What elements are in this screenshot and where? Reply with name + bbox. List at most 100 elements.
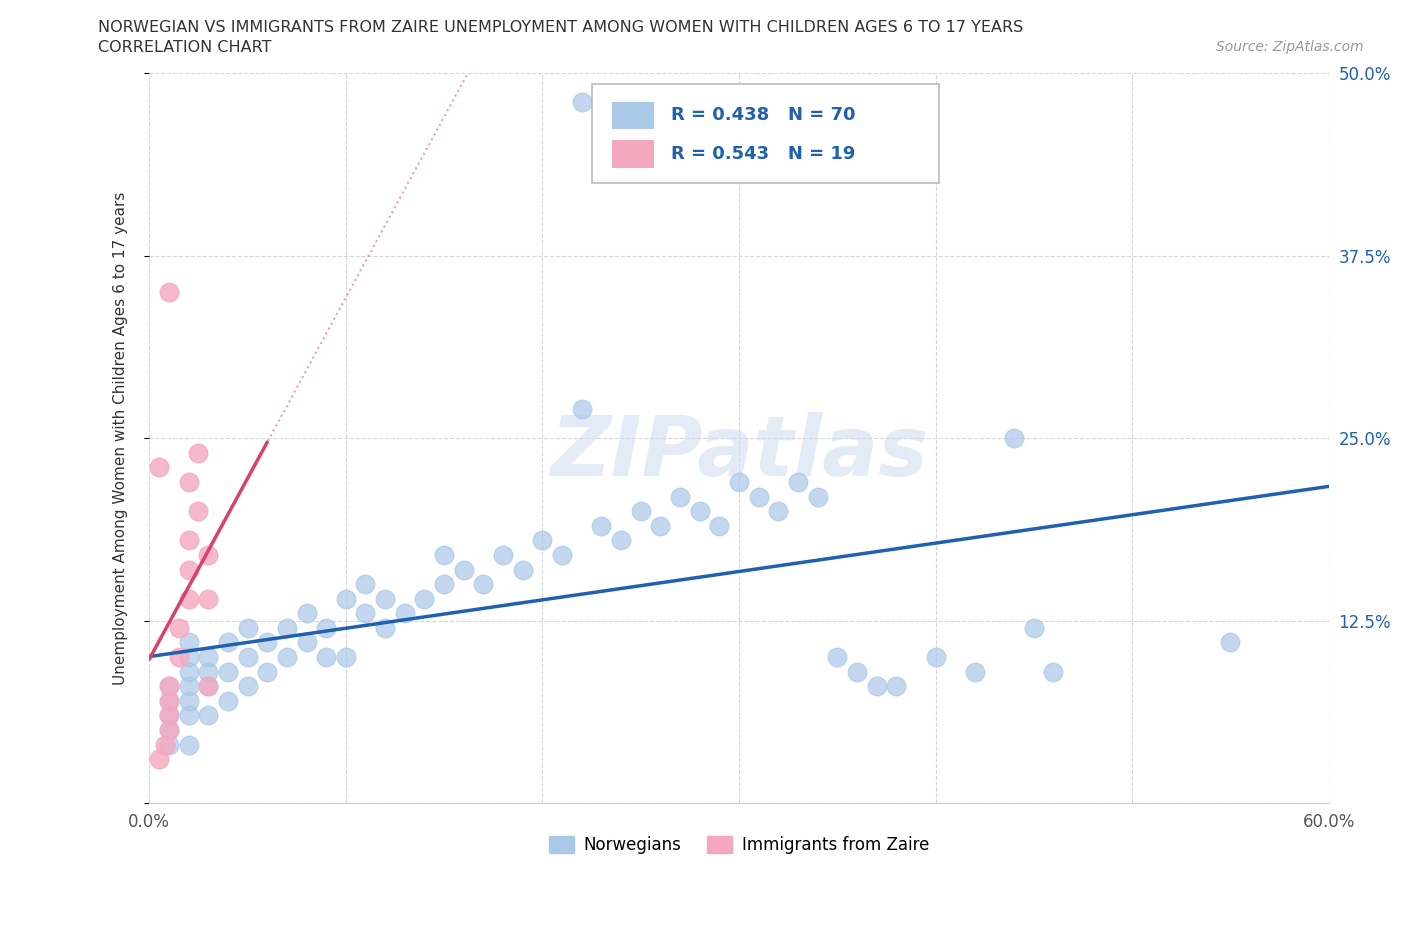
Point <box>492 548 515 563</box>
Point <box>187 445 209 460</box>
Point <box>1042 664 1064 679</box>
Point <box>315 620 337 635</box>
Point <box>551 548 574 563</box>
Point <box>374 591 396 606</box>
Point <box>610 533 633 548</box>
Point <box>167 620 190 635</box>
Point <box>157 694 180 709</box>
Point <box>845 664 868 679</box>
Point <box>197 708 219 723</box>
Text: R = 0.543   N = 19: R = 0.543 N = 19 <box>671 145 855 163</box>
Point <box>177 679 200 694</box>
Point <box>748 489 770 504</box>
Point <box>157 723 180 737</box>
Y-axis label: Unemployment Among Women with Children Ages 6 to 17 years: Unemployment Among Women with Children A… <box>114 192 128 684</box>
FancyBboxPatch shape <box>612 101 654 129</box>
Point <box>256 635 278 650</box>
Point <box>1022 620 1045 635</box>
Point <box>630 504 652 519</box>
Point <box>256 664 278 679</box>
Point <box>157 285 180 299</box>
Point <box>217 664 239 679</box>
Point <box>217 635 239 650</box>
Point <box>963 664 986 679</box>
Point <box>689 504 711 519</box>
Point <box>669 489 692 504</box>
Point <box>187 504 209 519</box>
Point <box>787 474 810 489</box>
Point <box>153 737 176 752</box>
Point <box>157 679 180 694</box>
Point <box>413 591 436 606</box>
Point <box>1219 635 1241 650</box>
Point <box>453 562 475 577</box>
Point <box>236 679 259 694</box>
Point <box>825 650 848 665</box>
Point <box>571 402 593 417</box>
Point <box>157 679 180 694</box>
Point <box>177 650 200 665</box>
Point <box>157 708 180 723</box>
Point <box>433 577 456 591</box>
Point <box>335 591 357 606</box>
Point <box>1002 431 1025 445</box>
Point <box>157 694 180 709</box>
FancyBboxPatch shape <box>592 84 939 182</box>
Point <box>197 679 219 694</box>
Point <box>177 562 200 577</box>
Point <box>177 737 200 752</box>
Point <box>295 635 318 650</box>
Point <box>197 679 219 694</box>
Point <box>650 518 672 533</box>
Legend: Norwegians, Immigrants from Zaire: Norwegians, Immigrants from Zaire <box>543 829 936 860</box>
Text: R = 0.438   N = 70: R = 0.438 N = 70 <box>671 107 855 125</box>
Point <box>884 679 907 694</box>
Text: CORRELATION CHART: CORRELATION CHART <box>98 40 271 55</box>
Point <box>157 723 180 737</box>
Point <box>157 737 180 752</box>
Point <box>472 577 495 591</box>
Point <box>374 620 396 635</box>
Point <box>591 518 613 533</box>
Point <box>276 620 298 635</box>
Point <box>197 591 219 606</box>
Point <box>806 489 828 504</box>
Point <box>276 650 298 665</box>
Point <box>728 474 751 489</box>
FancyBboxPatch shape <box>612 140 654 168</box>
Point <box>354 577 377 591</box>
Point <box>177 708 200 723</box>
Point <box>177 664 200 679</box>
Point <box>148 459 170 474</box>
Point <box>531 533 554 548</box>
Point <box>148 751 170 766</box>
Point <box>433 548 456 563</box>
Point <box>157 708 180 723</box>
Text: ZIPatlas: ZIPatlas <box>550 412 928 493</box>
Point <box>709 518 731 533</box>
Point <box>177 694 200 709</box>
Point <box>394 605 416 620</box>
Point <box>197 650 219 665</box>
Point <box>295 605 318 620</box>
Text: NORWEGIAN VS IMMIGRANTS FROM ZAIRE UNEMPLOYMENT AMONG WOMEN WITH CHILDREN AGES 6: NORWEGIAN VS IMMIGRANTS FROM ZAIRE UNEMP… <box>98 20 1024 35</box>
Point <box>354 605 377 620</box>
Point <box>236 620 259 635</box>
Point <box>236 650 259 665</box>
Point <box>865 679 887 694</box>
Point <box>315 650 337 665</box>
Point <box>197 548 219 563</box>
Point <box>924 650 946 665</box>
Point <box>217 694 239 709</box>
Point <box>197 664 219 679</box>
Point <box>177 533 200 548</box>
Point <box>768 504 790 519</box>
Point <box>177 635 200 650</box>
Point <box>167 650 190 665</box>
Point <box>335 650 357 665</box>
Point <box>177 591 200 606</box>
Text: Source: ZipAtlas.com: Source: ZipAtlas.com <box>1216 40 1364 54</box>
Point <box>177 474 200 489</box>
Point <box>571 95 593 110</box>
Point <box>512 562 534 577</box>
